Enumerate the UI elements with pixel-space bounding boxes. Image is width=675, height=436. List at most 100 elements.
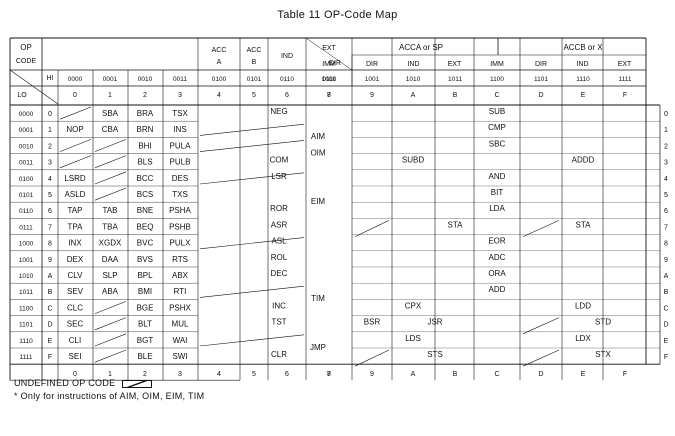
opcode-bcc: BCC — [137, 174, 154, 183]
opcode-std-r13: STD — [595, 318, 611, 327]
row-hex-9: 9 — [48, 257, 52, 264]
undefined-diagonal — [94, 171, 127, 185]
opcode-nop: NOP — [66, 125, 83, 134]
opcode-stx-r15: STX — [595, 350, 611, 359]
opcode-bra: BRA — [137, 109, 154, 118]
opcode-neg: NEG — [270, 107, 287, 116]
opcode-eim: EIM — [311, 197, 326, 206]
opcode-sta-r7: STA — [576, 220, 592, 229]
hi-bin-12: 1100 — [490, 76, 504, 83]
row-hex-right-B: B — [664, 289, 669, 296]
row-hex-right-D: D — [663, 322, 668, 329]
opcode-daa: DAA — [102, 255, 119, 264]
hi-hex-9: 9 — [370, 92, 374, 99]
opcode-pshb: PSHB — [169, 222, 191, 231]
row-bin-A: 1010 — [19, 273, 34, 280]
bottom-hex-2: 2 — [143, 371, 147, 378]
opcode-aim: AIM — [311, 132, 326, 141]
opcode-jsr-r13: JSR — [427, 318, 442, 327]
opcode-rts: RTS — [172, 255, 188, 264]
header-ext-diagonal — [305, 37, 353, 71]
row-hex-right-E: E — [664, 338, 669, 345]
opcode-clr: CLR — [271, 350, 287, 359]
header-mode-imm: IMM — [322, 61, 336, 68]
hi-hex-12: C — [494, 92, 499, 99]
opcode-lsrd: LSRD — [64, 174, 86, 183]
opcode-asl: ASL — [271, 237, 287, 246]
hi-bin-7: 0111 — [322, 76, 336, 83]
header-diagonal — [9, 69, 59, 105]
undefined-diagonal — [354, 349, 390, 367]
opcode-sec: SEC — [67, 320, 84, 329]
header-mode-dir: DIR — [366, 61, 378, 68]
opcode-blt: BLT — [138, 320, 152, 329]
undefined-diagonal — [94, 155, 127, 169]
hi-bin-11: 1011 — [448, 76, 462, 83]
row-bin-B: 1011 — [19, 289, 33, 296]
row-bin-4: 0100 — [19, 176, 34, 183]
opcode-tst: TST — [271, 318, 286, 327]
row-hex-right-8: 8 — [664, 241, 668, 248]
header-mode-ind: IND — [576, 61, 588, 68]
row-bin-2: 0010 — [19, 143, 34, 150]
opcode-inx: INX — [68, 239, 82, 248]
row-hex-3: 3 — [48, 160, 52, 167]
row-bin-0: 0000 — [19, 111, 34, 118]
opcode-sbc-r2: SBC — [489, 139, 506, 148]
opcode-mul: MUL — [172, 320, 189, 329]
opcode-cmp-r1: CMP — [488, 123, 506, 132]
opcode-tsx: TSX — [172, 109, 188, 118]
undefined-diagonal — [94, 139, 127, 152]
opcode-pulb: PULB — [170, 158, 191, 167]
row-hex-F: F — [48, 354, 52, 361]
hi-bin-10: 1010 — [406, 76, 421, 83]
opcode-dex: DEX — [67, 255, 84, 264]
opcode-lsr: LSR — [271, 172, 287, 181]
row-hex-right-2: 2 — [664, 143, 668, 150]
opcode-asld: ASLD — [65, 190, 86, 199]
row-hex-E: E — [48, 338, 53, 345]
hi-hex-11: B — [453, 92, 458, 99]
row-bin-3: 0011 — [19, 160, 33, 167]
opcode-pulx: PULX — [170, 239, 192, 248]
hi-hex-2: 2 — [143, 92, 147, 99]
opcode-pula: PULA — [170, 141, 192, 150]
row-hex-D: D — [47, 322, 52, 329]
opcode-bhi: BHI — [138, 141, 151, 150]
header-acc-a-2: A — [217, 59, 222, 66]
undefined-diagonal — [354, 220, 390, 237]
hi-hex-0: 0 — [73, 92, 77, 99]
opcode-sts-r15: STS — [427, 350, 443, 359]
opcode-sba: SBA — [102, 109, 119, 118]
opcode-cli: CLI — [69, 336, 81, 345]
hi-hex-7: 7 — [327, 92, 331, 99]
opcode-bvs: BVS — [137, 255, 153, 264]
opcode-rol: ROL — [271, 253, 288, 262]
opcode-jmp: JMP — [310, 343, 326, 352]
opcode-wai: WAI — [173, 336, 188, 345]
row-hex-right-5: 5 — [664, 192, 668, 199]
bottom-hex-8: 8 — [327, 371, 331, 378]
hi-hex-13: D — [538, 92, 543, 99]
hi-hex-8: 8 — [327, 92, 331, 99]
undefined-diagonal — [199, 334, 305, 347]
hi-bin-5: 0101 — [247, 76, 262, 83]
row-hex-right-7: 7 — [664, 224, 668, 231]
header-acc-b-2: B — [252, 59, 257, 66]
legend-undefined-label: UNDEFINED OP CODE — [14, 378, 116, 388]
header-acca-sp: ACCA or SP — [399, 43, 443, 52]
opcode-bmi: BMI — [138, 287, 152, 296]
hi-bin-2: 0010 — [138, 76, 153, 83]
hi-hex-6: 6 — [285, 92, 289, 99]
header-mode-ext: EXT — [448, 61, 462, 68]
bottom-hex-5: 5 — [252, 371, 256, 378]
opcode-des: DES — [172, 174, 188, 183]
opcode-subd-r3: SUBD — [402, 156, 424, 165]
undefined-diagonal — [199, 237, 305, 250]
undefined-diagonal — [199, 172, 305, 185]
row-hex-A: A — [48, 273, 53, 280]
bottom-hex-F: F — [623, 371, 627, 378]
undefined-diagonal — [94, 349, 127, 363]
row-hex-5: 5 — [48, 192, 52, 199]
